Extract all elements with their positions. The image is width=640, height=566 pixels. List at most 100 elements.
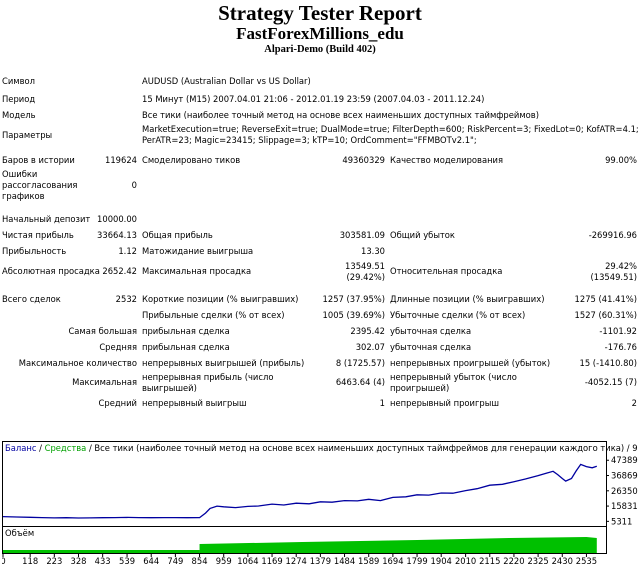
loss-trades-label: Убыточные сделки (% от всех): [390, 310, 526, 320]
x-tick-label: 644: [143, 556, 159, 564]
model-label: Модель: [2, 110, 36, 120]
x-tick-label: 959: [216, 556, 232, 564]
avg-cons-wins-label: непрерывный выигрыш: [142, 398, 247, 408]
largest-loss-label: убыточная сделка: [390, 326, 472, 336]
avg-cons-losses-value: 2: [631, 398, 637, 408]
abs-drawdown-value: 2652.42: [102, 266, 137, 276]
x-tick-label: 1169: [261, 556, 282, 564]
x-tick-label: 539: [119, 556, 135, 564]
max-cons-profit-value: 6463.64 (4): [335, 377, 385, 387]
max-cons-wins-value: 8 (1725.57): [335, 358, 385, 368]
symbol-value: AUDUSD (Australian Dollar vs US Dollar): [142, 76, 311, 86]
x-ticks: 0 118 223 328 433 539 644 749 854 959 1064 1169 1274…: [2, 554, 597, 564]
legend-equity: Средства: [45, 443, 87, 453]
rel-drawdown-percent: 29.42%: [605, 261, 637, 271]
plot-frame: [2, 441, 607, 554]
params-line-1: MarketExecution=true; ReverseExit=true; …: [142, 124, 639, 134]
ticks-label: Смоделировано тиков: [142, 155, 241, 165]
x-tick-label: 1799: [406, 556, 427, 564]
x-tick-label: 0: [2, 556, 6, 564]
average-label: Средняя: [99, 342, 137, 352]
gross-profit-value: 303581.09: [339, 230, 385, 240]
balance-line: [2, 463, 598, 519]
x-tick-label: 749: [167, 556, 183, 564]
balance-chart-svg: Баланс / Средства / Все тики (наиболее т…: [2, 441, 638, 564]
x-tick-label: 2325: [527, 556, 548, 564]
max-drawdown-label: Максимальная просадка: [142, 266, 252, 276]
profit-trades-value: 1005 (39.69%): [322, 310, 385, 320]
quality-label: Качество моделирования: [390, 155, 504, 165]
volume-area: [199, 537, 597, 553]
short-positions-label: Короткие позиции (% выигравших): [142, 294, 299, 304]
avg-cons-losses-label: непрерывный проигрыш: [390, 398, 499, 408]
long-positions-label: Длинные позиции (% выигравших): [390, 294, 545, 304]
bars-label: Баров в истории: [2, 155, 75, 165]
profit-trades-label: Прибыльные сделки (% от всех): [142, 310, 285, 320]
params-label: Параметры: [2, 130, 53, 140]
x-tick-label: 1484: [334, 556, 355, 564]
average-loss-value: -176.76: [604, 342, 637, 352]
report-subtitle: FastForexMillions_edu: [236, 24, 404, 43]
expected-payoff-label: Матожидание выигрыша: [142, 246, 254, 256]
max-cons-losses-label: непрерывных проигрышей (убыток): [390, 358, 551, 368]
params-line-2: PerATR=23; Magic=23415; Slippage=3; kTP=…: [142, 135, 477, 145]
legend-balance: Баланс: [5, 443, 37, 453]
x-tick-label: 1694: [382, 556, 403, 564]
avg-cons-wins-value: 1: [379, 398, 385, 408]
max-cons-loss-label: непрерывный убыток (число проигрышей): [390, 372, 517, 393]
errors-label: Ошибки рассогласования графиков: [2, 169, 78, 201]
long-positions-value: 1275 (41.41%): [574, 294, 637, 304]
errors-value: 0: [131, 180, 137, 190]
x-tick-label: 1379: [310, 556, 331, 564]
profit-factor-value: 1.12: [118, 246, 137, 256]
x-tick-label: 2430: [552, 556, 573, 564]
largest-label: Самая большая: [68, 326, 137, 336]
gross-loss-value: -269916.96: [588, 230, 637, 240]
period-value: 15 Минут (M15) 2007.04.01 21:06 - 2012.0…: [142, 94, 485, 104]
legend-description: / Все тики (наиболее точный метод на осн…: [86, 443, 638, 453]
x-tick-label: 2010: [455, 556, 476, 564]
volume-area-group: [3, 537, 597, 553]
max-drawdown-percent: (29.42%): [346, 272, 385, 282]
gross-loss-label: Общий убыток: [390, 230, 455, 240]
max-cons-loss-value: -4052.15 (7): [584, 377, 637, 387]
max-count-label: Максимальное количество: [18, 358, 137, 368]
y-tick-label: 26350: [611, 486, 638, 496]
abs-drawdown-label: Абсолютная просадка: [2, 266, 100, 276]
profit-factor-label: Прибыльность: [2, 246, 67, 256]
x-tick-label: 1904: [431, 556, 452, 564]
x-tick-label: 2535: [576, 556, 597, 564]
largest-profit-value: 2395.42: [350, 326, 385, 336]
max-cons-profit-label: непрерывная прибыль (число выигрышей): [142, 372, 274, 393]
rel-drawdown-label: Относительная просадка: [390, 266, 503, 276]
largest-profit-label: прибыльная сделка: [142, 326, 230, 336]
rel-drawdown-value: (13549.51): [590, 272, 638, 282]
report-title: Strategy Tester Report: [218, 1, 422, 25]
y-tick-label: 47389: [611, 455, 638, 465]
gross-profit-label: Общая прибыль: [142, 230, 213, 240]
x-tick-label: 1064: [237, 556, 258, 564]
balance-chart: Баланс / Средства / Все тики (наиболее т…: [2, 441, 638, 564]
loss-trades-value: 1527 (60.31%): [574, 310, 637, 320]
model-value: Все тики (наиболее точный метод на основ…: [142, 110, 539, 120]
y-tick-label: 36869: [611, 471, 638, 481]
maximal-label: Максимальная: [72, 377, 137, 387]
x-tick-label: 223: [46, 556, 62, 564]
total-trades-label: Всего сделок: [2, 294, 61, 304]
x-tick-label: 1274: [286, 556, 307, 564]
avg-consecutive-label: Средний: [98, 398, 137, 408]
legend-separator: /: [36, 443, 44, 453]
x-tick-label: 2220: [503, 556, 524, 564]
largest-loss-value: -1101.92: [599, 326, 637, 336]
ticks-value: 49360329: [342, 155, 385, 165]
max-cons-losses-value: 15 (-1410.80): [579, 358, 637, 368]
y-tick-label: 5311: [611, 516, 632, 526]
total-trades-value: 2532: [115, 294, 137, 304]
net-profit-label: Чистая прибыль: [2, 230, 74, 240]
short-positions-value: 1257 (37.95%): [322, 294, 385, 304]
x-tick-label: 2115: [479, 556, 500, 564]
symbol-label: Символ: [2, 76, 36, 86]
x-tick-label: 1589: [358, 556, 379, 564]
average-profit-value: 302.07: [355, 342, 385, 352]
chart-legend: Баланс / Средства / Все тики (наиболее т…: [5, 443, 638, 453]
